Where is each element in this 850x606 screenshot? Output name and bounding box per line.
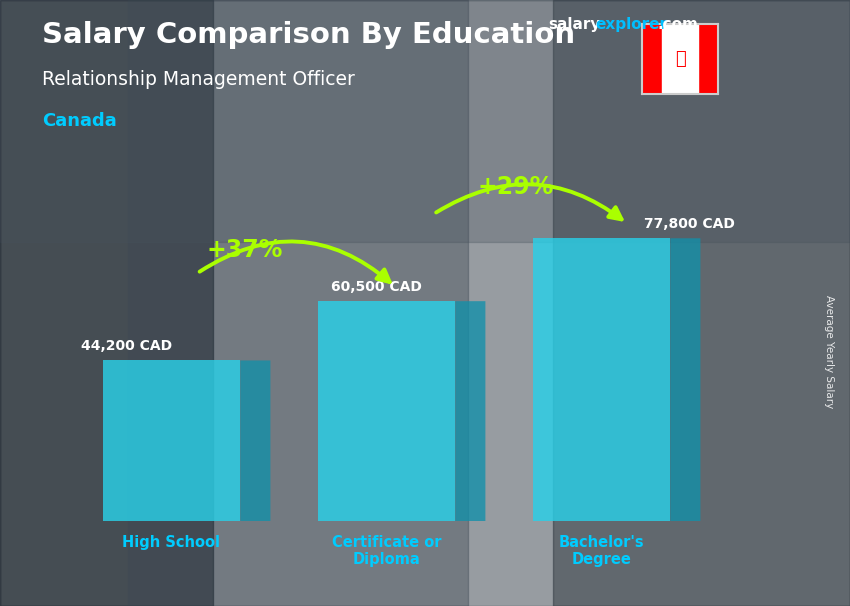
Text: .com: .com xyxy=(658,17,699,32)
FancyArrowPatch shape xyxy=(436,184,621,219)
Text: salary: salary xyxy=(548,17,601,32)
Text: Canada: Canada xyxy=(42,112,117,130)
Text: Relationship Management Officer: Relationship Management Officer xyxy=(42,70,355,88)
Polygon shape xyxy=(456,301,485,521)
Text: 44,200 CAD: 44,200 CAD xyxy=(82,339,173,353)
Text: Salary Comparison By Education: Salary Comparison By Education xyxy=(42,21,575,49)
Polygon shape xyxy=(671,238,700,521)
Text: 77,800 CAD: 77,800 CAD xyxy=(644,217,735,231)
Text: +29%: +29% xyxy=(478,175,553,199)
Text: 60,500 CAD: 60,500 CAD xyxy=(331,280,422,294)
Polygon shape xyxy=(241,361,270,521)
Text: +37%: +37% xyxy=(207,238,283,262)
Text: Average Yearly Salary: Average Yearly Salary xyxy=(824,295,834,408)
Polygon shape xyxy=(533,238,671,521)
Text: 🍁: 🍁 xyxy=(675,50,685,68)
FancyArrowPatch shape xyxy=(200,241,389,282)
Text: explorer: explorer xyxy=(595,17,667,32)
Polygon shape xyxy=(318,301,456,521)
Polygon shape xyxy=(103,361,241,521)
